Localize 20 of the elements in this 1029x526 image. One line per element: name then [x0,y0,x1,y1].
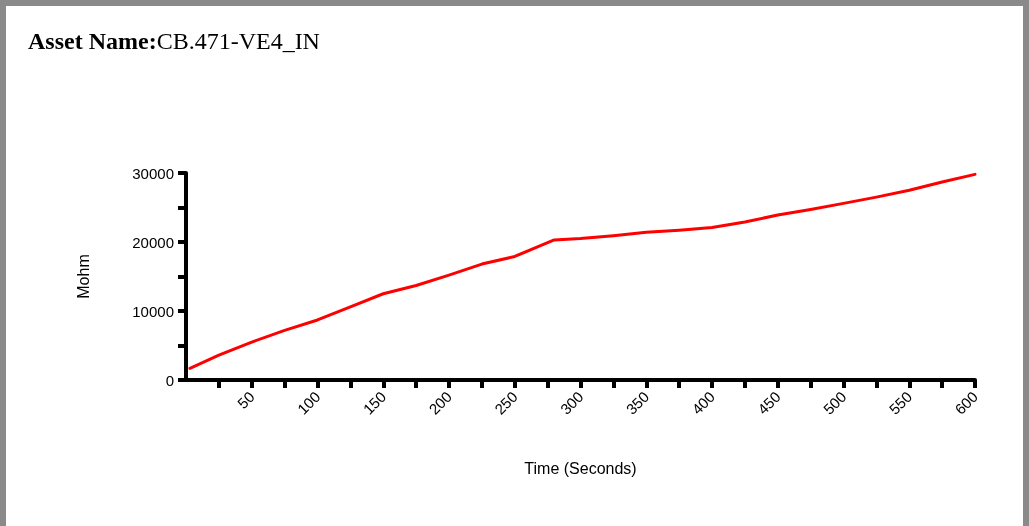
x-tick-label: 500 [819,387,850,418]
x-tick-label: 450 [754,387,784,418]
x-tick-label: 250 [491,387,521,418]
x-tick-label: 150 [359,387,390,418]
x-tick-label: 550 [885,387,916,418]
y-tick-label: 30000 [132,164,174,182]
y-tick-label: 0 [165,371,174,389]
x-tick-label: 600 [951,387,982,418]
y-tick-label: 20000 [132,233,174,251]
x-tick-label: 100 [293,387,324,418]
y-tick-label: 10000 [132,302,174,320]
x-tick-label: 400 [688,387,719,418]
x-tick-label: 350 [622,387,653,418]
chart-title: Asset Name:CB.471-VE4_IN [28,28,320,54]
y-axis-title: Mohm [74,254,92,299]
x-tick-label: 50 [233,387,258,412]
x-axis-title: Time (Seconds) [524,459,637,477]
line-series [188,172,977,370]
x-tick-label: 200 [425,387,456,418]
x-tick-label: 300 [556,387,587,418]
